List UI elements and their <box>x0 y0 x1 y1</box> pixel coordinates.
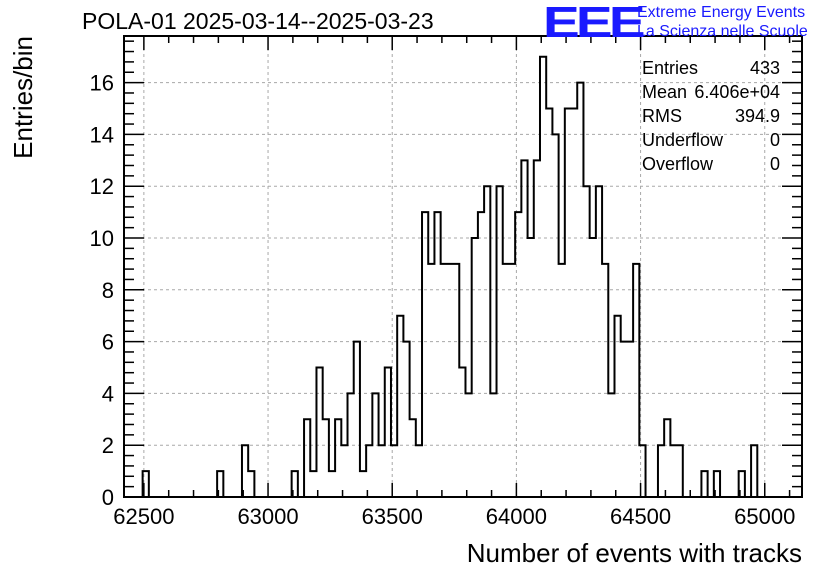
plot-frame <box>123 35 803 498</box>
tick-labels: 62500 63000 63500 64000 64500 65000 0 2 4 6 8 10 12 1… <box>90 71 796 529</box>
stat-row-rms: RMS 394.9 <box>640 106 780 130</box>
stat-value: 433 <box>749 58 780 78</box>
axis-ticks <box>124 36 802 498</box>
logo-line-1: Extreme Energy Events <box>637 4 806 21</box>
stat-row-overflow: Overflow 0 <box>640 154 780 178</box>
x-tick-label: 64500 <box>610 504 671 529</box>
stat-value: 0 <box>769 130 780 150</box>
x-axis-label: Number of events with tracks <box>467 538 802 568</box>
y-tick-label: 12 <box>90 174 114 199</box>
x-tick-label: 62500 <box>113 504 174 529</box>
x-tick-label: 64000 <box>486 504 547 529</box>
stat-label: Entries <box>642 58 699 78</box>
y-tick-label: 14 <box>90 122 114 147</box>
eee-logo-mark: EEE <box>543 0 646 47</box>
stat-value: 0 <box>769 154 780 174</box>
x-tick-label: 63000 <box>237 504 298 529</box>
stat-label: Underflow <box>642 130 724 150</box>
x-tick-label: 63500 <box>362 504 423 529</box>
logo-line-2: La Scienza nelle Scuole <box>637 23 808 40</box>
stat-value: 6.406e+04 <box>694 82 780 102</box>
stat-row-underflow: Underflow 0 <box>640 130 780 154</box>
y-tick-label: 6 <box>102 330 114 355</box>
y-tick-label: 0 <box>102 485 114 510</box>
x-tick-label: 65000 <box>734 504 795 529</box>
y-tick-label: 10 <box>90 226 114 251</box>
chart-title: POLA-01 2025-03-14--2025-03-23 <box>82 8 434 34</box>
stat-label: Overflow <box>642 154 714 174</box>
stat-label: RMS <box>642 106 682 126</box>
y-tick-label: 2 <box>102 433 114 458</box>
stats-box: Entries 433 Mean 6.406e+04 RMS 394.9 Und… <box>640 58 780 178</box>
stat-row-mean: Mean 6.406e+04 <box>640 82 780 106</box>
y-tick-label: 16 <box>90 71 114 96</box>
eee-logo-text: Extreme Energy Events La Scienza nelle S… <box>637 3 808 41</box>
y-axis-label: Entries/bin <box>8 36 38 159</box>
y-tick-label: 8 <box>102 278 114 303</box>
y-tick-label: 4 <box>102 381 114 406</box>
grid-lines <box>124 36 802 497</box>
stat-row-entries: Entries 433 <box>640 58 780 82</box>
stat-value: 394.9 <box>734 106 780 126</box>
stat-label: Mean <box>642 82 688 102</box>
